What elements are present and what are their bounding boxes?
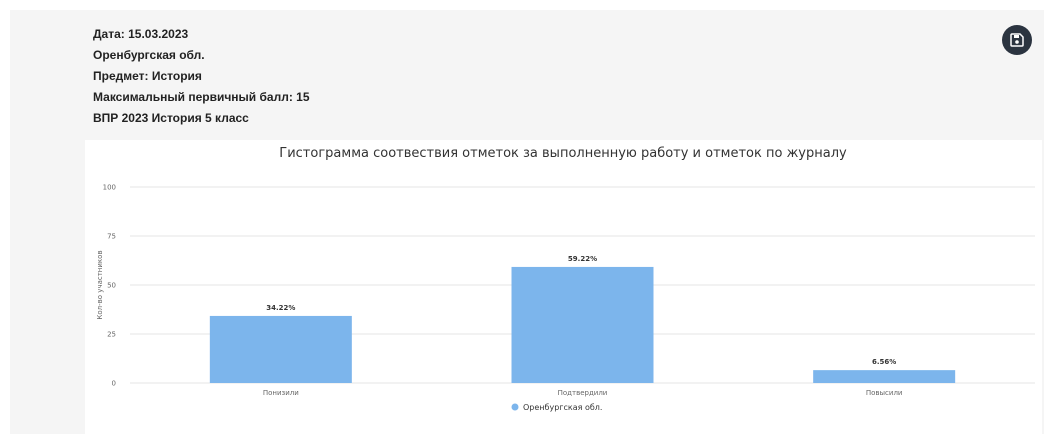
page-container: Дата: 15.03.2023 Оренбургская обл. Предм… [10, 10, 1044, 434]
legend-label: Оренбургская обл. [523, 403, 602, 412]
report-info: Дата: 15.03.2023 Оренбургская обл. Предм… [93, 24, 310, 129]
bar-data-label: 6.56% [872, 358, 896, 366]
x-tick-label: Повысили [866, 389, 903, 397]
bar[interactable] [813, 370, 956, 383]
bar[interactable] [209, 315, 352, 383]
bar-data-label: 34.22% [266, 304, 295, 312]
y-axis-label: Кол-во участников [96, 250, 104, 319]
chart-title: Гистограмма соотвествия отметок за выпол… [279, 146, 847, 161]
report-exam: ВПР 2023 История 5 класс [93, 111, 249, 125]
y-tick-label: 0 [112, 380, 116, 388]
report-subject: Предмет: История [93, 69, 202, 83]
save-icon [1010, 33, 1024, 47]
y-tick-label: 25 [107, 331, 116, 339]
x-tick-label: Подтвердили [558, 389, 608, 397]
legend[interactable]: Оренбургская обл. [511, 403, 603, 412]
legend-marker [511, 403, 519, 411]
report-max-score: Максимальный первичный балл: 15 [93, 90, 310, 104]
save-button[interactable] [1002, 25, 1032, 55]
chart-card: Гистограмма соотвествия отметок за выпол… [85, 140, 1042, 434]
bar-data-label: 59.22% [568, 255, 597, 263]
report-date: Дата: 15.03.2023 [93, 27, 189, 41]
y-tick-label: 75 [107, 233, 116, 241]
bar-chart: Гистограмма соотвествия отметок за выпол… [96, 146, 1035, 412]
bar[interactable] [511, 266, 654, 383]
bars-layer: 34.22% Понизили 59.22% Подтвердили 6.56% Повы… [209, 255, 956, 397]
x-tick-label: Понизили [263, 389, 299, 397]
y-tick-label: 50 [107, 282, 116, 290]
y-tick-label: 100 [103, 184, 116, 192]
report-region: Оренбургская обл. [93, 48, 205, 62]
